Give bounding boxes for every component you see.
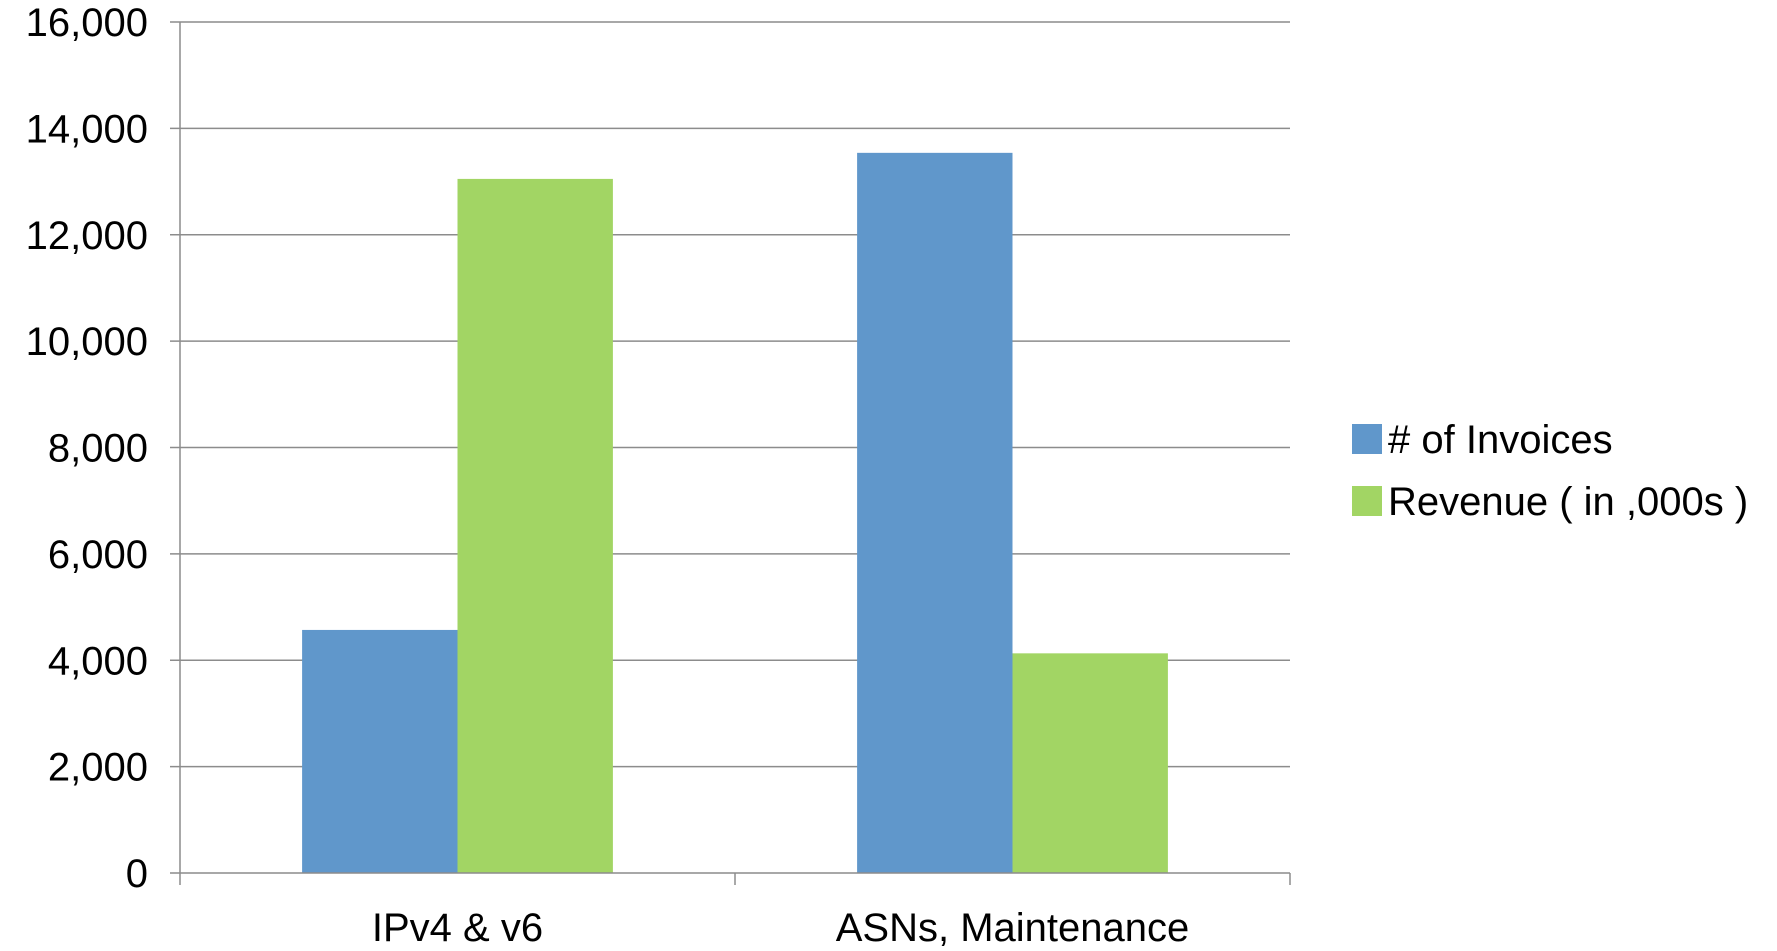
y-tick-label: 16,000 xyxy=(26,1,148,45)
x-tick-label: IPv4 & v6 xyxy=(372,906,543,950)
legend-swatch xyxy=(1352,486,1382,516)
bar-invoices-0 xyxy=(302,629,458,873)
y-tick-label: 10,000 xyxy=(26,320,148,364)
bars xyxy=(302,152,1168,873)
axes xyxy=(170,22,1291,885)
bar-invoices-1 xyxy=(857,152,1013,873)
y-axis-tick-labels: 0 2,000 4,000 6,000 8,000 10,000 12,000 14,000 1… xyxy=(26,1,148,896)
x-axis-tick-labels: IPv4 & v6 ASNs, Maintenance xyxy=(372,906,1189,950)
y-tick-label: 6,000 xyxy=(48,533,148,577)
bar-revenue-1 xyxy=(1012,653,1168,873)
legend-label: # of Invoices xyxy=(1388,418,1613,462)
x-tick-label: ASNs, Maintenance xyxy=(836,906,1190,950)
y-tick-label: 12,000 xyxy=(26,214,148,258)
y-tick-label: 4,000 xyxy=(48,639,148,683)
y-tick-label: 8,000 xyxy=(48,427,148,471)
legend-label: Revenue ( in ,000s ) xyxy=(1388,480,1748,524)
legend-swatch xyxy=(1352,424,1382,454)
y-tick-label: 2,000 xyxy=(48,746,148,790)
y-tick-label: 0 xyxy=(126,852,148,896)
y-tick-label: 14,000 xyxy=(26,107,148,151)
legend: # of Invoices Revenue ( in ,000s ) xyxy=(1352,418,1748,524)
bar-revenue-0 xyxy=(457,178,613,873)
